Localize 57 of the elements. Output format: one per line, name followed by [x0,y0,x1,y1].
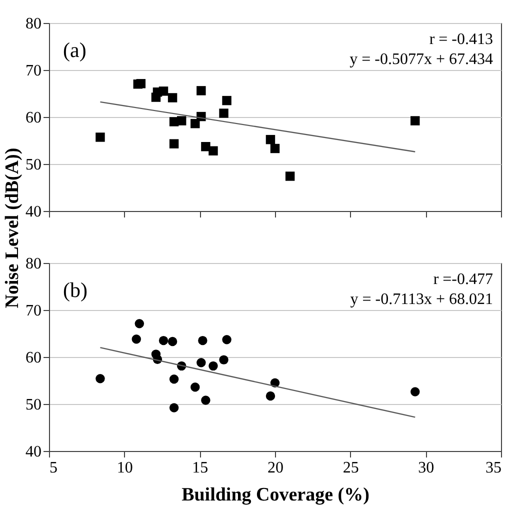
y-tick-label: 50 [26,156,42,174]
annotation: y = -0.7113x + 68.021 [350,291,493,308]
point [196,358,206,368]
point [176,116,186,126]
point [158,86,168,96]
point [410,387,420,396]
point [132,334,141,344]
point [96,132,105,142]
x-axis-title: Building Coverage (%) [182,484,370,506]
point [208,361,218,371]
x-tick-label: 35 [486,460,502,476]
point [168,336,178,346]
y-tick-label: 50 [26,396,42,414]
point [196,86,206,96]
point [266,134,276,144]
point [201,396,210,405]
point [219,108,228,118]
point [198,336,208,346]
point [136,79,146,88]
point [270,144,280,154]
x-tick-label: 10 [116,460,133,476]
point [158,336,168,346]
point [134,319,144,328]
point [169,403,179,412]
annotation: (b) [63,278,88,302]
y-tick-label: 40 [26,444,42,460]
annotation: r =-0.477 [433,271,493,288]
y-tick-label: 60 [26,350,42,366]
annotation: (a) [63,38,86,62]
point [169,374,179,384]
point [168,93,178,102]
y-tick-label: 70 [26,62,42,80]
point [190,118,200,128]
point [151,92,161,102]
point [208,146,218,156]
point [190,382,200,392]
point [219,355,228,364]
y-tick-label: 40 [26,204,42,220]
x-tick-label: 30 [418,460,434,476]
annotation: r = -0.413 [429,31,493,48]
point [222,335,232,344]
x-tick-label: 25 [342,460,359,476]
y-tick-label: 80 [26,256,42,272]
point [96,374,105,384]
point [285,172,295,181]
y-tick-label: 80 [26,16,42,32]
point [410,116,420,126]
x-tick-label: 15 [192,460,208,476]
point [169,139,179,148]
y-axis-title: Noise Level (dB(A)) [2,148,23,308]
y-tick-label: 60 [26,110,42,126]
y-tick-label: 70 [26,302,42,320]
x-tick-label: 20 [268,460,284,476]
point [222,96,232,106]
annotation: y = -0.5077x + 67.434 [350,51,493,68]
point [266,391,276,401]
x-tick-label: 5 [50,460,58,476]
